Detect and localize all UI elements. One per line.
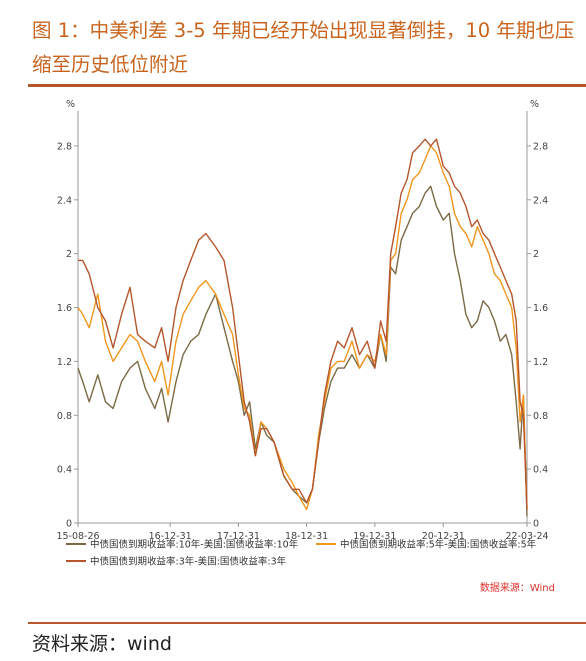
y-tick-label-right: 1.6 bbox=[533, 303, 548, 314]
footer-divider bbox=[28, 622, 586, 624]
y-tick-label-left: 1.6 bbox=[57, 303, 72, 314]
data-source-note: 数据来源：Wind bbox=[480, 581, 555, 594]
title-divider bbox=[28, 84, 586, 87]
yield-spread-line-chart: % % 0 0 0.4 0.4 0.8 0.8 1.2 1.2 1.6 1.6 2 2 2.4 2.4 2.8 2… bbox=[56, 99, 555, 594]
x-tick-label: 19-12-31 bbox=[353, 531, 396, 542]
y-tick-label-right: 2.8 bbox=[533, 141, 548, 152]
y-tick-label-left: 0.4 bbox=[57, 465, 72, 476]
series-line-3 bbox=[78, 138, 528, 510]
figure-title: 图 1：中美利差 3-5 年期已经开始出现显著倒挂，10 年期也压缩至历史低位附… bbox=[32, 19, 575, 76]
y-tick-label-left: 2.4 bbox=[57, 195, 72, 206]
x-tick-label: 17-12-31 bbox=[217, 531, 260, 542]
legend-label-2: 中债国债到期收益率:5年-美国:国债收益率:5年 bbox=[340, 539, 537, 551]
y-tick-label-right: 0.8 bbox=[533, 411, 548, 422]
footer-source: 资料来源：wind bbox=[32, 633, 172, 655]
y-tick-label-left: 0.8 bbox=[57, 411, 72, 422]
x-tick-label: 22-03-24 bbox=[505, 531, 548, 542]
y-tick-label-right: 0.4 bbox=[533, 465, 548, 476]
y-tick-label-right: 0 bbox=[533, 519, 539, 530]
legend-label-3: 中债国债到期收益率:3年-美国:国债收益率:3年 bbox=[90, 556, 287, 568]
y-tick-label-right: 1.2 bbox=[533, 357, 548, 368]
legend-label-1: 中债国债到期收益率:10年-美国:国债收益率:10年 bbox=[90, 539, 299, 551]
x-tick-label: 15-08-26 bbox=[56, 531, 99, 542]
y-tick-label-left: 2.8 bbox=[57, 141, 72, 152]
x-tick-label: 16-12-31 bbox=[149, 531, 192, 542]
y-tick-label-right: 2 bbox=[533, 249, 539, 260]
series-line-1 bbox=[77, 185, 528, 517]
series-layer bbox=[77, 138, 528, 517]
x-tick-label: 18-12-31 bbox=[285, 531, 328, 542]
axes-group: % % 0 0 0.4 0.4 0.8 0.8 1.2 1.2 1.6 1.6 2 2 2.4 2.4 2.8 2… bbox=[56, 99, 548, 542]
x-tick-label: 20-12-31 bbox=[422, 531, 465, 542]
y-tick-label-left: 1.2 bbox=[57, 357, 72, 368]
y-tick-label-left: 0 bbox=[66, 519, 72, 530]
y-tick-label-left: 2 bbox=[66, 249, 72, 260]
y-unit-right: % bbox=[530, 99, 539, 110]
y-unit-left: % bbox=[66, 99, 75, 110]
series-line-2 bbox=[77, 145, 528, 511]
y-tick-label-right: 2.4 bbox=[533, 195, 548, 206]
legend: 中债国债到期收益率:10年-美国:国债收益率:10年 中债国债到期收益率:5年-美… bbox=[66, 539, 537, 568]
